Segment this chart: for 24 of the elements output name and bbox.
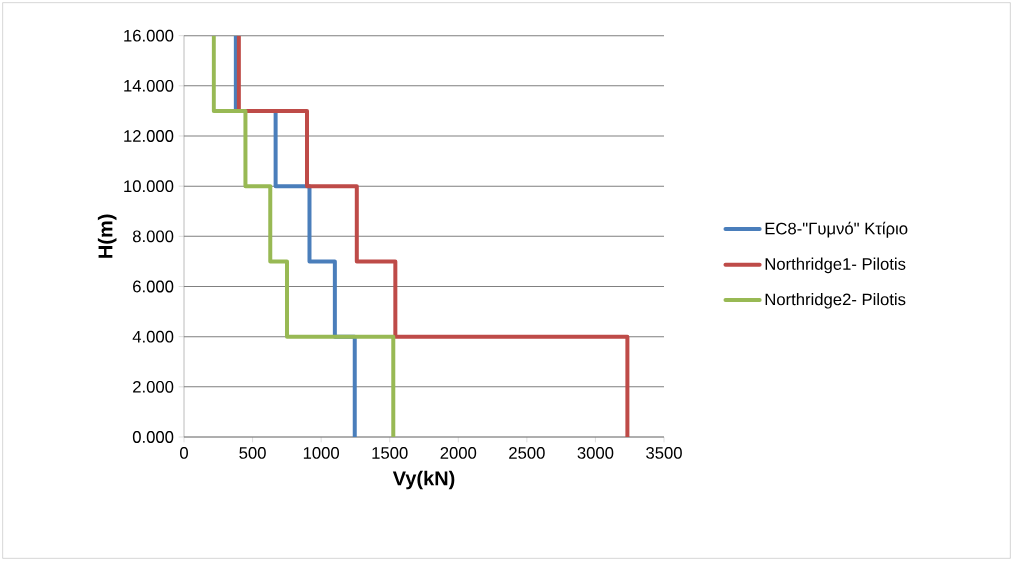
x-tick-label: 1000 [303, 447, 340, 459]
x-tick-label: 2500 [509, 447, 545, 459]
legend-label: EC8-"Γυμνό" Κτίριο [765, 221, 908, 238]
legend-label: Northridge2- Pilotis [765, 293, 906, 309]
x-tick-label: 0 [180, 447, 188, 459]
x-tick-label: 3500 [646, 447, 682, 459]
y-tick-label: 16.000 [124, 29, 174, 42]
y-axis-title: H(m) [97, 214, 117, 258]
line-series [236, 35, 630, 437]
y-tick-label: 2.000 [133, 380, 174, 393]
y-tick-label: 10.000 [124, 180, 174, 193]
y-tick-label: 6.000 [133, 280, 174, 293]
y-tick-label: 12.000 [124, 130, 174, 142]
y-tick-label: 0.000 [132, 431, 174, 443]
x-axis-title: Vy(kN) [392, 470, 455, 490]
y-tick-label: 4.000 [132, 330, 174, 343]
y-tick-label: 8.000 [132, 230, 174, 243]
x-tick-label: 1500 [372, 447, 408, 459]
legend-label: Northridge1- Pilotis [765, 257, 906, 274]
y-tick-label: 14.000 [124, 79, 174, 92]
x-tick-label: 3000 [577, 447, 614, 459]
x-tick-label: 500 [239, 447, 266, 459]
line-series [211, 35, 396, 437]
x-tick-label: 2000 [440, 447, 477, 459]
